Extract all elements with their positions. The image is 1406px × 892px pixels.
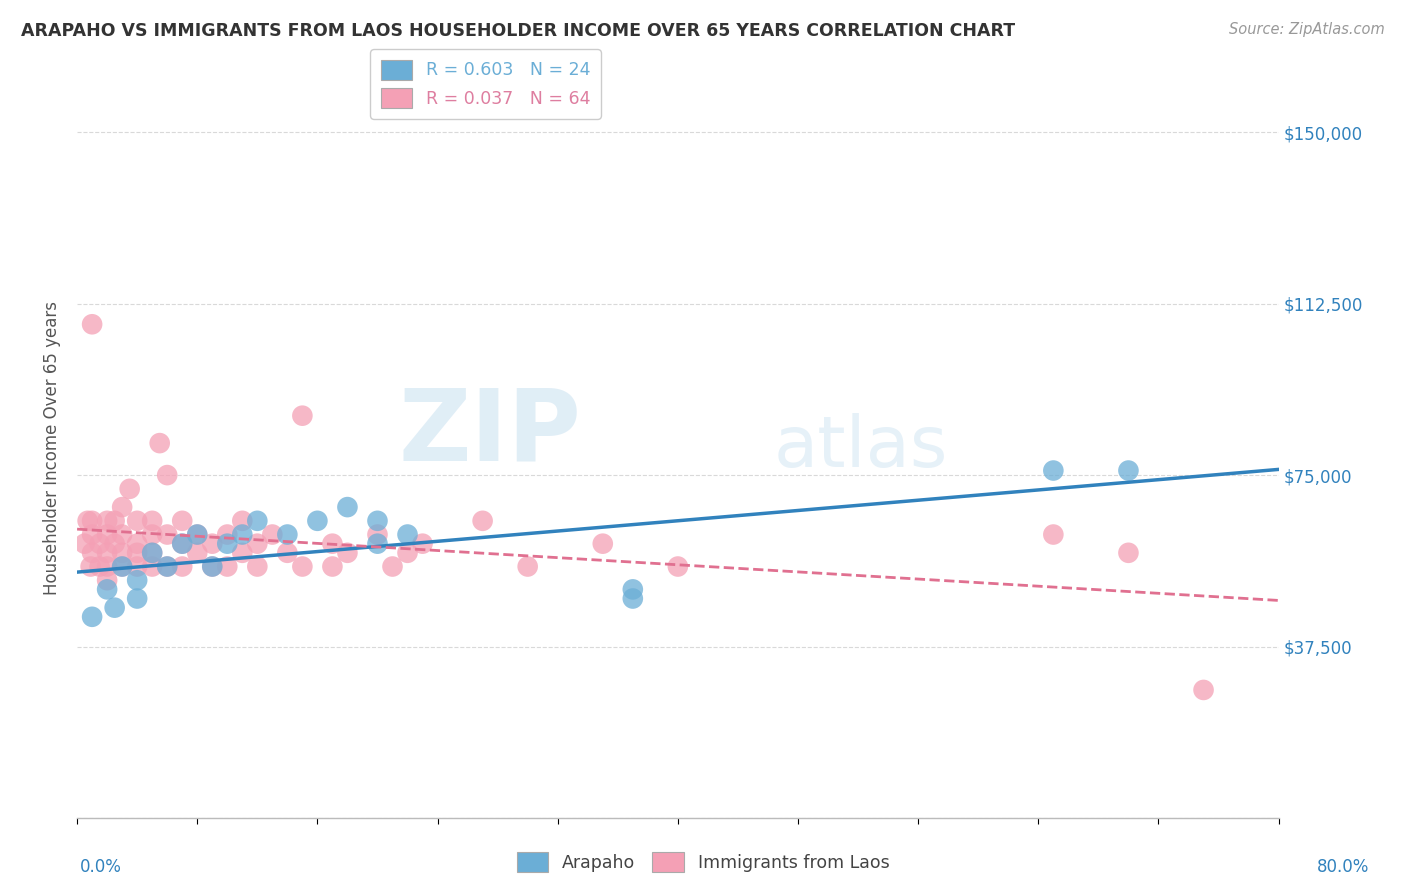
- Point: [82, 546, 104, 560]
- Point: [307, 514, 329, 528]
- Legend: Arapaho, Immigrants from Laos: Arapaho, Immigrants from Laos: [510, 845, 896, 879]
- Point: [621, 582, 644, 597]
- Point: [172, 536, 194, 550]
- Point: [104, 536, 127, 550]
- Point: [127, 546, 149, 560]
- Point: [96, 582, 118, 597]
- Point: [231, 527, 253, 541]
- Point: [172, 536, 194, 550]
- Point: [201, 559, 224, 574]
- Point: [89, 536, 111, 550]
- Point: [396, 527, 419, 541]
- Point: [666, 559, 689, 574]
- Point: [1118, 546, 1140, 560]
- Point: [141, 546, 163, 560]
- Point: [141, 514, 163, 528]
- Point: [141, 527, 163, 541]
- Point: [73, 536, 96, 550]
- Point: [1192, 682, 1215, 697]
- Point: [336, 500, 359, 515]
- Text: ARAPAHO VS IMMIGRANTS FROM LAOS HOUSEHOLDER INCOME OVER 65 YEARS CORRELATION CHA: ARAPAHO VS IMMIGRANTS FROM LAOS HOUSEHOL…: [21, 22, 1015, 40]
- Legend: R = 0.603   N = 24, R = 0.037   N = 64: R = 0.603 N = 24, R = 0.037 N = 64: [370, 49, 600, 119]
- Point: [366, 527, 388, 541]
- Text: 0.0%: 0.0%: [80, 858, 122, 876]
- Point: [111, 527, 134, 541]
- Point: [149, 436, 172, 450]
- Point: [321, 536, 343, 550]
- Point: [336, 546, 359, 560]
- Point: [172, 514, 194, 528]
- Point: [96, 514, 118, 528]
- Point: [172, 559, 194, 574]
- Point: [291, 559, 314, 574]
- Point: [111, 546, 134, 560]
- Point: [127, 559, 149, 574]
- Point: [1042, 464, 1064, 478]
- Point: [217, 527, 239, 541]
- Point: [246, 559, 269, 574]
- Point: [127, 573, 149, 587]
- Point: [1118, 464, 1140, 478]
- Point: [96, 527, 118, 541]
- Point: [82, 609, 104, 624]
- Point: [104, 514, 127, 528]
- Point: [471, 514, 494, 528]
- Point: [246, 514, 269, 528]
- Point: [186, 546, 208, 560]
- Point: [217, 559, 239, 574]
- Point: [156, 559, 179, 574]
- Point: [321, 559, 343, 574]
- Point: [592, 536, 614, 550]
- Point: [246, 536, 269, 550]
- Point: [141, 546, 163, 560]
- Point: [127, 591, 149, 606]
- Point: [621, 591, 644, 606]
- Point: [127, 536, 149, 550]
- Point: [276, 527, 298, 541]
- Point: [201, 536, 224, 550]
- Y-axis label: Householder Income Over 65 years: Householder Income Over 65 years: [44, 301, 60, 595]
- Point: [396, 546, 419, 560]
- Point: [111, 559, 134, 574]
- Point: [156, 559, 179, 574]
- Point: [111, 500, 134, 515]
- Point: [366, 536, 388, 550]
- Point: [141, 559, 163, 574]
- Point: [366, 514, 388, 528]
- Point: [381, 559, 404, 574]
- Point: [96, 573, 118, 587]
- Point: [111, 559, 134, 574]
- Point: [231, 514, 253, 528]
- Point: [82, 527, 104, 541]
- Point: [96, 546, 118, 560]
- Point: [1042, 527, 1064, 541]
- Point: [262, 527, 284, 541]
- Point: [156, 527, 179, 541]
- Point: [89, 559, 111, 574]
- Text: Source: ZipAtlas.com: Source: ZipAtlas.com: [1229, 22, 1385, 37]
- Point: [276, 546, 298, 560]
- Point: [79, 559, 101, 574]
- Point: [127, 514, 149, 528]
- Point: [516, 559, 538, 574]
- Point: [118, 482, 141, 496]
- Point: [82, 514, 104, 528]
- Text: ZIP: ZIP: [399, 384, 582, 482]
- Point: [231, 546, 253, 560]
- Point: [412, 536, 434, 550]
- Point: [156, 468, 179, 483]
- Point: [76, 514, 98, 528]
- Point: [186, 527, 208, 541]
- Point: [291, 409, 314, 423]
- Point: [96, 559, 118, 574]
- Point: [104, 600, 127, 615]
- Point: [201, 559, 224, 574]
- Point: [186, 527, 208, 541]
- Point: [217, 536, 239, 550]
- Point: [82, 318, 104, 332]
- Text: atlas: atlas: [773, 413, 949, 483]
- Text: 80.0%: 80.0%: [1316, 858, 1369, 876]
